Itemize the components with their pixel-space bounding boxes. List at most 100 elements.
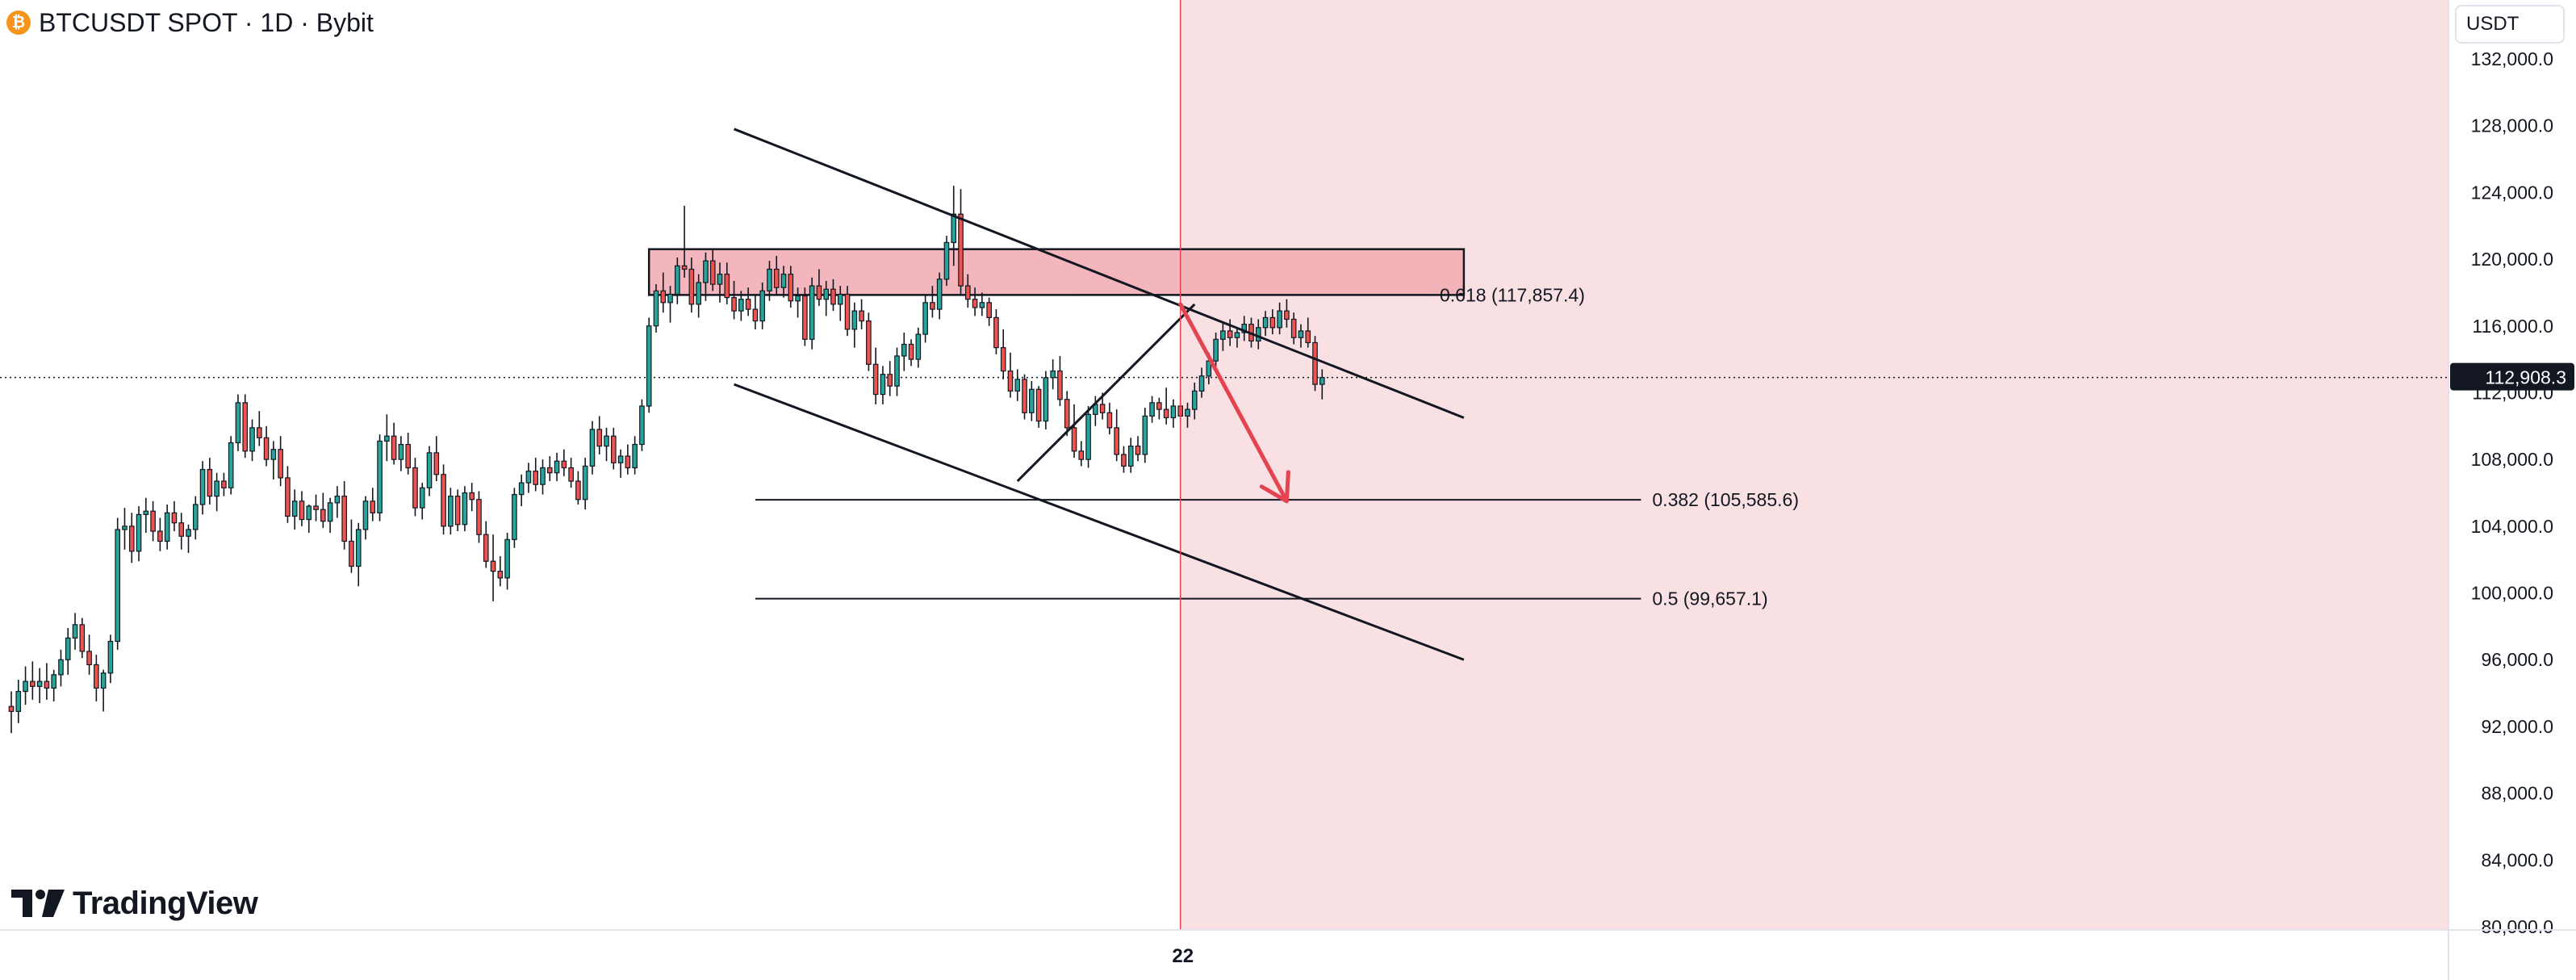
candle-body-up	[667, 293, 673, 304]
candle-body-down	[412, 467, 418, 509]
candle	[575, 471, 581, 505]
candle	[752, 294, 759, 329]
candle-body-up	[936, 279, 943, 310]
candle	[36, 668, 43, 703]
candle-body-up	[192, 504, 199, 530]
candle	[327, 497, 333, 534]
candle-body-down	[930, 302, 935, 310]
candle	[1269, 309, 1276, 335]
candle	[8, 691, 15, 734]
currency-button[interactable]: USDT	[2455, 5, 2565, 44]
candle-body-up	[1277, 310, 1282, 329]
candle-body-up	[291, 500, 298, 517]
candle	[1163, 387, 1169, 425]
candle-body-down	[1114, 427, 1119, 455]
candle	[249, 419, 255, 462]
candle	[546, 456, 553, 482]
candle	[1114, 409, 1119, 462]
candle	[370, 488, 376, 521]
candle	[79, 618, 86, 659]
fib-label-0-618: 0.618 (117,857.4)	[1440, 284, 1585, 305]
candle-body-down	[568, 467, 574, 482]
candle	[30, 661, 36, 700]
candle-body-down	[731, 297, 737, 312]
candle-body-up	[943, 241, 950, 280]
candle	[115, 517, 121, 650]
candle-body-up	[327, 502, 333, 522]
candle-body-down	[1312, 341, 1318, 385]
candle	[617, 449, 624, 478]
candle-body-down	[1135, 446, 1141, 455]
candle-body-up	[107, 640, 114, 674]
candle	[639, 399, 645, 451]
candle-body-down	[859, 310, 864, 322]
candle-body-down	[497, 571, 504, 579]
candle-body-down	[972, 299, 978, 308]
candle	[795, 287, 801, 318]
candle-body-up	[617, 455, 624, 463]
candle	[334, 486, 341, 518]
candle	[44, 663, 50, 700]
candle-body-down	[1106, 412, 1113, 429]
candle	[128, 513, 135, 563]
symbol-title[interactable]: BTCUSDT SPOT · 1D · Bybit	[39, 7, 374, 37]
candle	[306, 504, 312, 534]
candle-body-up	[23, 681, 28, 693]
candle-body-up	[589, 429, 596, 467]
candle-body-up	[512, 493, 517, 540]
candle-body-up	[767, 268, 772, 291]
candle	[1277, 302, 1282, 335]
candle	[1121, 446, 1127, 473]
candle	[767, 261, 772, 301]
candle-body-up	[504, 538, 510, 579]
candle-body-down	[986, 302, 992, 319]
rising-wedge-line	[1016, 303, 1196, 483]
candle	[646, 317, 652, 413]
candle-body-down	[866, 320, 872, 365]
candle-body-up	[525, 471, 532, 484]
candle	[582, 458, 588, 510]
candle	[610, 427, 617, 470]
candle-body-up	[540, 467, 546, 485]
candle	[1106, 402, 1113, 435]
tradingview-logo[interactable]: TradingView	[11, 883, 258, 923]
candle	[554, 452, 560, 482]
candle	[1170, 399, 1177, 428]
candle	[915, 327, 922, 368]
candle	[930, 286, 935, 318]
candle-body-up	[1198, 375, 1205, 392]
candle	[851, 302, 858, 348]
candle-body-up	[334, 496, 341, 504]
candle	[809, 277, 815, 350]
candle-body-up	[1213, 338, 1219, 362]
candle-body-up	[58, 659, 64, 676]
fib-label-0-382: 0.382 (105,585.6)	[1652, 489, 1799, 510]
price-axis-tick: 104,000.0	[2471, 516, 2553, 537]
candle-body-down	[802, 295, 808, 340]
candle	[136, 506, 142, 562]
candle	[171, 500, 178, 532]
candle	[65, 627, 71, 675]
candle	[1071, 404, 1077, 459]
candle	[993, 309, 999, 354]
candle	[23, 666, 28, 706]
candle-body-up	[703, 260, 709, 283]
candle	[107, 634, 114, 684]
candle-body-down	[207, 468, 213, 497]
candle-body-up	[1043, 377, 1049, 422]
candle	[589, 421, 596, 475]
candle	[419, 483, 425, 520]
candle	[257, 411, 262, 446]
candle	[476, 491, 482, 543]
candle-body-down	[830, 288, 836, 305]
candle-body-down	[1022, 379, 1027, 413]
candle	[1198, 367, 1205, 398]
candle	[86, 634, 92, 675]
candle	[207, 458, 213, 505]
candle	[1057, 355, 1063, 406]
candle	[1135, 436, 1141, 462]
candle-body-up	[951, 213, 957, 244]
bitcoin-icon: ₿	[6, 10, 31, 35]
